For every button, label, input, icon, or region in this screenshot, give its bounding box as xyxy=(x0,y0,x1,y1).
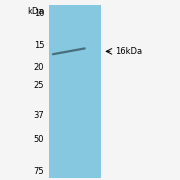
Text: 25: 25 xyxy=(34,81,44,90)
Text: 50: 50 xyxy=(34,135,44,144)
Text: 16kDa: 16kDa xyxy=(115,47,142,56)
Text: kDa: kDa xyxy=(28,7,44,16)
Bar xyxy=(50,5,101,178)
Text: 75: 75 xyxy=(33,167,44,176)
Text: 20: 20 xyxy=(34,63,44,72)
Text: 10: 10 xyxy=(34,9,44,18)
Text: 37: 37 xyxy=(33,111,44,120)
Text: 15: 15 xyxy=(34,41,44,50)
